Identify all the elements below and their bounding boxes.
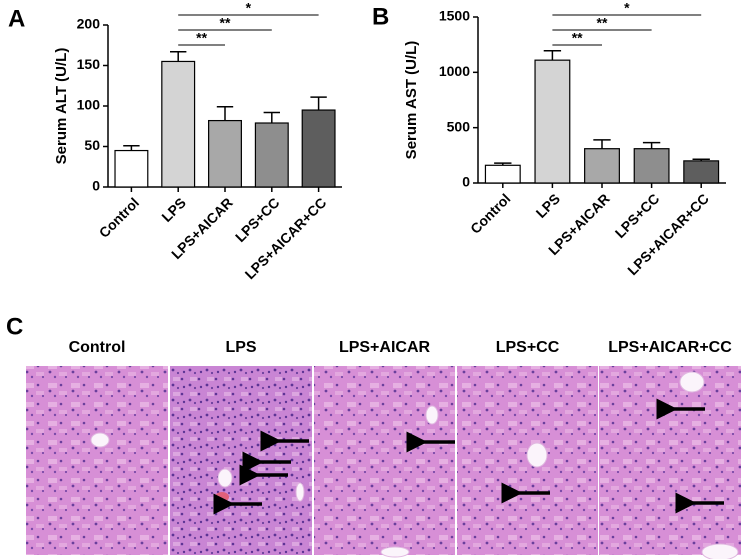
y-tick-label: 1500	[439, 8, 470, 24]
bar	[584, 148, 620, 184]
y-tick-label: 0	[462, 174, 470, 190]
significance-label: **	[196, 30, 207, 46]
significance-label: *	[246, 0, 252, 16]
bar	[208, 119, 242, 188]
x-tick-label: Control	[96, 194, 143, 241]
bar	[301, 109, 336, 188]
panel-label: C	[6, 313, 23, 340]
y-tick-label: 200	[77, 16, 101, 32]
significance-label: **	[597, 15, 608, 31]
histology-image	[599, 366, 741, 555]
bar	[484, 164, 521, 184]
significance-label: *	[624, 0, 630, 16]
bar	[633, 148, 670, 184]
vessel	[90, 432, 110, 448]
panel-title: Control	[69, 339, 126, 356]
y-tick-label: 500	[447, 118, 471, 134]
significance-label: **	[220, 15, 231, 31]
panel-title: LPS+AICAR+CC	[608, 339, 732, 356]
y-tick-label: 100	[77, 97, 101, 113]
significance-label: **	[572, 30, 583, 46]
y-axis-label: Serum ALT (U/L)	[53, 48, 70, 165]
y-axis-label: Serum AST (U/L)	[403, 41, 420, 160]
hemorrhage	[215, 492, 229, 502]
y-tick-label: 150	[77, 56, 101, 72]
y-tick-label: 1000	[439, 63, 470, 79]
vessel	[679, 371, 705, 393]
vessel	[425, 405, 439, 425]
vessel	[295, 482, 305, 502]
bar	[254, 122, 289, 188]
panel-label: B	[372, 3, 389, 30]
vessel	[701, 543, 739, 559]
bar	[683, 160, 720, 184]
vessel	[380, 546, 410, 558]
bar	[114, 149, 149, 188]
bar	[161, 60, 196, 188]
y-tick-label: 0	[92, 178, 100, 194]
vessel	[217, 468, 233, 488]
x-tick-label: LPS	[533, 190, 564, 221]
panel-title: LPS+CC	[496, 339, 560, 356]
x-tick-label: Control	[467, 190, 514, 237]
y-tick-label: 50	[84, 137, 100, 153]
bar	[534, 59, 571, 184]
histology-image	[457, 366, 598, 555]
vessel	[526, 442, 548, 468]
histology-image	[26, 366, 168, 555]
x-tick-label: LPS+AICAR+CC	[242, 194, 330, 282]
x-tick-label: LPS	[158, 194, 189, 225]
panel-title: LPS+AICAR	[339, 339, 431, 356]
x-tick-label: LPS+CC	[612, 190, 663, 241]
panel-title: LPS	[225, 339, 256, 356]
panel-label: A	[8, 5, 25, 32]
histology-image	[314, 366, 455, 555]
